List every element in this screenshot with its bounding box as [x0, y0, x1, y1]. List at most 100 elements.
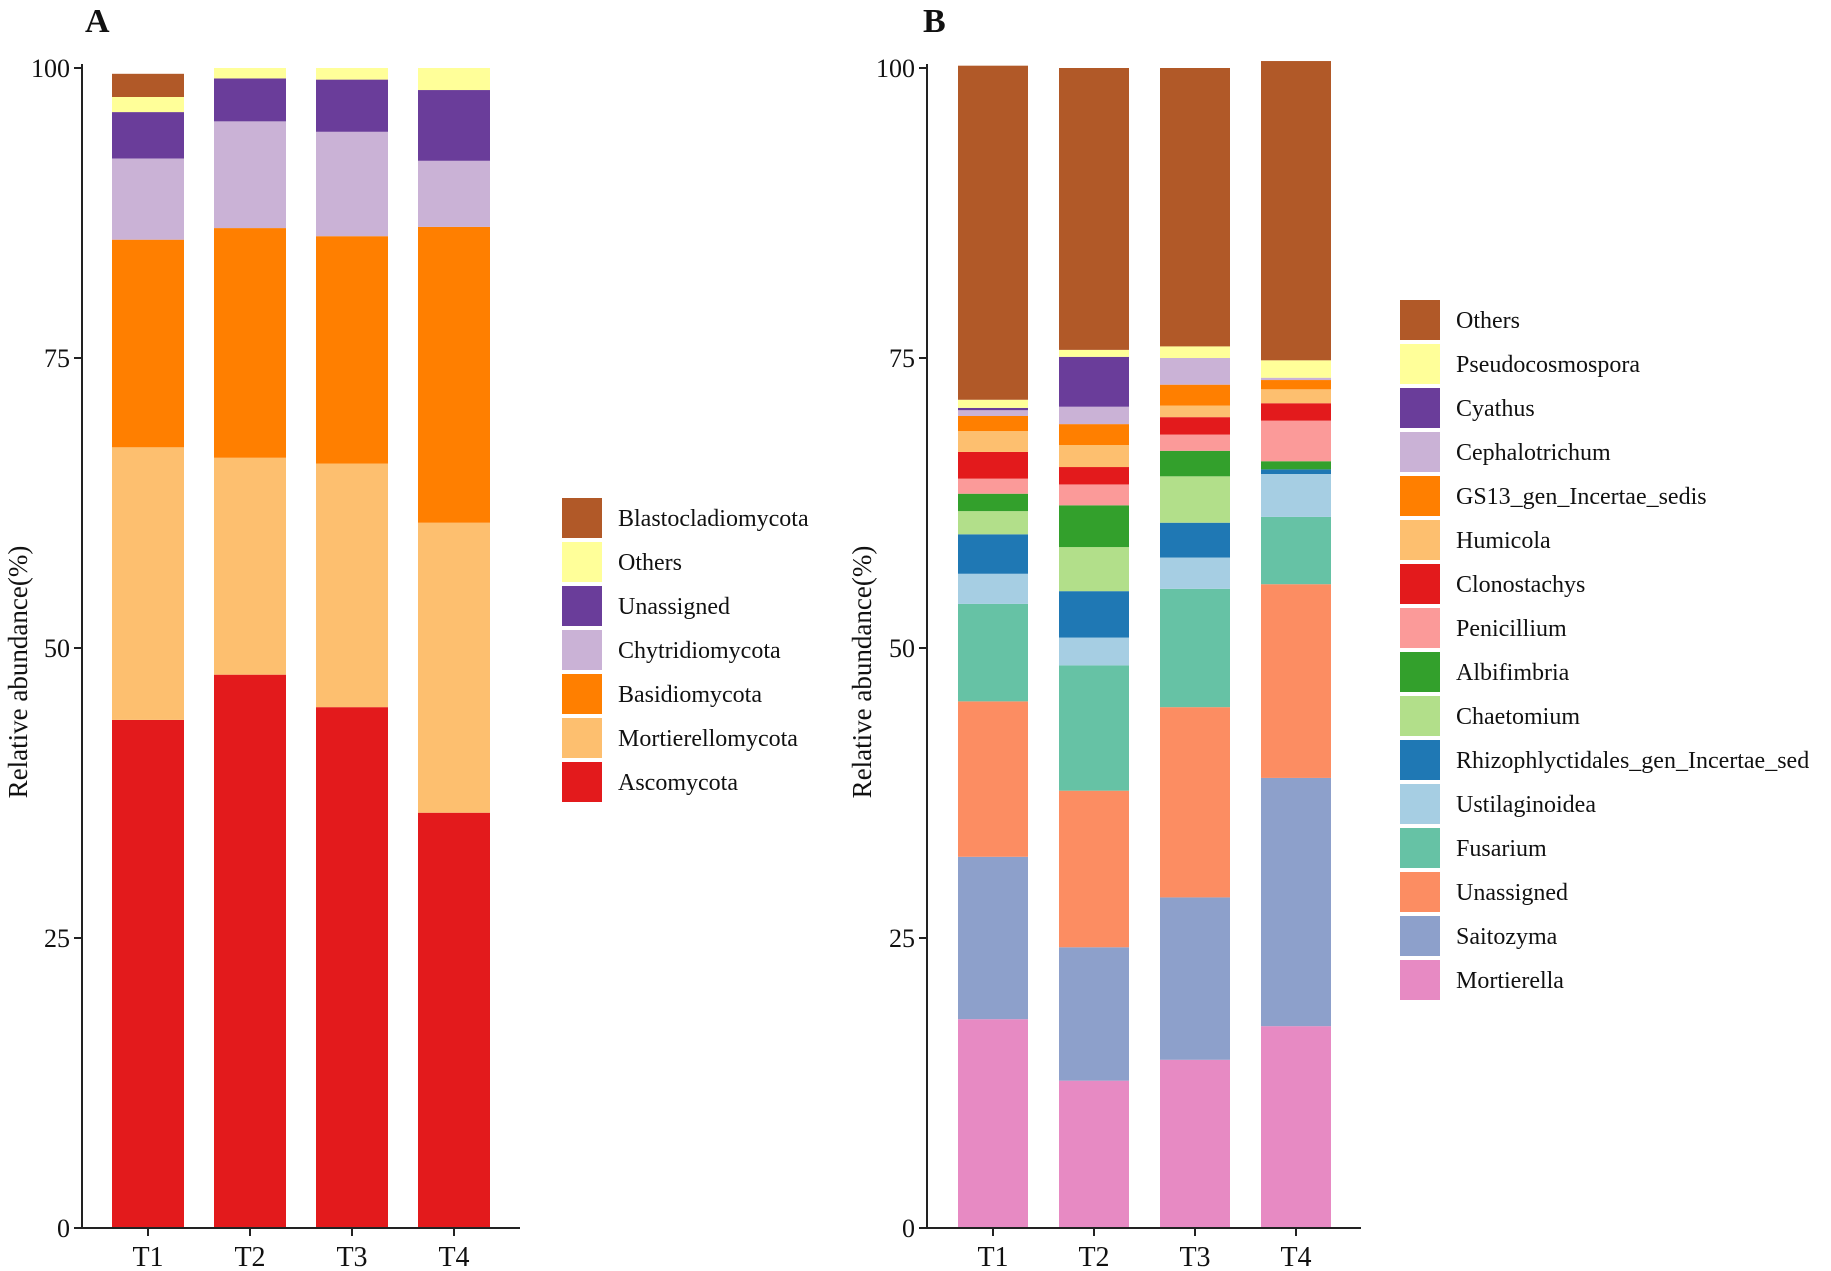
panel-b-bar-t4-cephalotrichum — [1261, 377, 1331, 381]
panel-a-bar-t3-basidiomycota — [316, 236, 388, 464]
panel-b-bar-t2-chaetomium — [1059, 547, 1129, 592]
panel-a-y-tick-label-75: 75 — [44, 344, 70, 373]
panel-b-bars — [958, 61, 1331, 1228]
panel-b-bar-t4-ustilaginoidea — [1261, 474, 1331, 517]
panel-b-legend-swatch-others — [1400, 300, 1440, 340]
panel-a-legend-swatch-unassigned — [562, 586, 602, 626]
panel-b-legend-swatch-pseudocosmospora — [1400, 344, 1440, 384]
panel-b-legend-swatch-gs13-gen-incertae-sedis — [1400, 476, 1440, 516]
panel-b-legend-label-saitozyma: Saitozyma — [1456, 924, 1558, 950]
panel-b-label: B — [923, 3, 946, 40]
panel-b-bar-t4-albifimbria — [1261, 461, 1331, 470]
panel-b-bar-t4-others — [1261, 61, 1331, 361]
panel-a-label: A — [85, 3, 110, 40]
panel-b-legend-swatch-ustilaginoidea — [1400, 784, 1440, 824]
panel-b-bar-t1-gs13-gen-incertae-sedis — [958, 416, 1028, 432]
panel-b-bar-t2-humicola — [1059, 445, 1129, 468]
panel-b-bar-t3-rhizophlyctidales-gen-incertae-sed — [1160, 522, 1230, 558]
panel-b-legend-label-fusarium: Fusarium — [1456, 836, 1547, 862]
panel-a-x-tick-label-t2: T2 — [234, 1242, 265, 1271]
panel-b-bar-t1-cephalotrichum — [958, 410, 1028, 416]
panel-a-bar-t3-unassigned — [316, 79, 388, 132]
panel-b-y-axis-title: Relative abundance(%) — [847, 546, 877, 799]
panel-a-bar-t2-basidiomycota — [214, 228, 286, 458]
panel-a-legend-label-blastocladiomycota: Blastocladiomycota — [618, 506, 809, 532]
panel-b-y-tick-label-25: 25 — [889, 924, 915, 953]
panel-b-legend-swatch-mortierella — [1400, 960, 1440, 1000]
panel-a-bar-t4-mortierellomycota — [418, 522, 490, 813]
panel-b-bar-t4-fusarium — [1261, 516, 1331, 585]
panel-b-bar-t3-mortierella — [1160, 1059, 1230, 1228]
panel-b-bar-t2-cephalotrichum — [1059, 406, 1129, 425]
panel-a-bar-t3-chytridiomycota — [316, 131, 388, 237]
panel-a-bar-t4-basidiomycota — [418, 226, 490, 523]
panel-a-y-tick-label-25: 25 — [44, 924, 70, 953]
panel-b-legend-swatch-penicillium — [1400, 608, 1440, 648]
panel-b-bar-t2-cyathus — [1059, 356, 1129, 407]
panel-b-legend-label-gs13-gen-incertae-sedis: GS13_gen_Incertae_sedis — [1456, 484, 1707, 510]
panel-b-y-tick-label-0: 0 — [902, 1214, 915, 1243]
panel-b-bar-t1-albifimbria — [958, 493, 1028, 512]
panel-b-legend-label-clonostachys: Clonostachys — [1456, 572, 1585, 598]
panel-a-bar-t1-basidiomycota — [112, 239, 184, 448]
panel-b-legend-label-unassigned: Unassigned — [1456, 880, 1568, 906]
panel-a-legend-label-unassigned: Unassigned — [618, 594, 730, 620]
panel-b: B T1 T2 T3 T4 0 25 50 75 100 Relative abundance(… — [847, 3, 1809, 1271]
panel-b-bar-t1-others — [958, 65, 1028, 400]
panel-b-bar-t2-albifimbria — [1059, 505, 1129, 548]
panel-b-bar-t3-chaetomium — [1160, 476, 1230, 523]
panel-b-bar-t2-penicillium — [1059, 484, 1129, 506]
panel-b-bar-t2-pseudocosmospora — [1059, 349, 1129, 357]
panel-a-bars — [112, 68, 490, 1228]
panel-b-legend-label-humicola: Humicola — [1456, 528, 1551, 554]
panel-b-legend-label-cephalotrichum: Cephalotrichum — [1456, 440, 1611, 466]
panel-a-bar-t2-mortierellomycota — [214, 457, 286, 675]
panel-b-bar-t3-humicola — [1160, 405, 1230, 418]
panel-a-bar-t3-others — [316, 68, 388, 80]
panel-a-legend-swatch-mortierellomycota — [562, 718, 602, 758]
panel-b-bar-t4-unassigned — [1261, 584, 1331, 778]
panel-b-x-tick-label-t1: T1 — [977, 1242, 1008, 1271]
panel-b-bar-t1-unassigned — [958, 701, 1028, 857]
panel-b-bar-t4-mortierella — [1261, 1026, 1331, 1228]
panel-a-bar-t1-ascomycota — [112, 719, 184, 1228]
panel-b-x-tick-label-t2: T2 — [1078, 1242, 1109, 1271]
panel-b-legend-label-albifimbria: Albifimbria — [1456, 660, 1570, 686]
panel-a-bar-t1-mortierellomycota — [112, 447, 184, 720]
panel-b-bar-t3-albifimbria — [1160, 450, 1230, 477]
panel-a-bar-t4-ascomycota — [418, 812, 490, 1228]
panel-b-bar-t4-rhizophlyctidales-gen-incertae-sed — [1261, 469, 1331, 474]
panel-b-legend-swatch-fusarium — [1400, 828, 1440, 868]
panel-b-legend-label-pseudocosmospora: Pseudocosmospora — [1456, 352, 1640, 378]
panel-a-y-axis-title: Relative abundance(%) — [3, 546, 33, 799]
panel-b-legend-swatch-cyathus — [1400, 388, 1440, 428]
panel-b-legend-label-cyathus: Cyathus — [1456, 396, 1535, 422]
panel-b-legend-label-rhizophlyctidales-gen-incertae-sed: Rhizophlyctidales_gen_Incertae_sed — [1456, 748, 1809, 774]
panel-b-bar-t1-clonostachys — [958, 451, 1028, 479]
panel-b-bar-t3-cephalotrichum — [1160, 358, 1230, 385]
panel-b-bar-t3-others — [1160, 68, 1230, 347]
panel-b-bar-t1-fusarium — [958, 603, 1028, 702]
panel-a-legend-label-ascomycota: Ascomycota — [618, 770, 738, 796]
panel-a: A T1 T2 T3 T4 0 25 50 75 100 Relative abundance(… — [3, 3, 809, 1271]
panel-b-legend-label-ustilaginoidea: Ustilaginoidea — [1456, 792, 1596, 818]
panel-a-legend-swatch-others — [562, 542, 602, 582]
panel-a-y-tick-label-100: 100 — [31, 54, 70, 83]
panel-a-axes: T1 T2 T3 T4 0 25 50 75 100 — [31, 54, 520, 1271]
panel-b-legend-label-others: Others — [1456, 308, 1520, 334]
panel-b-bar-t2-rhizophlyctidales-gen-incertae-sed — [1059, 591, 1129, 638]
panel-a-bar-t1-unassigned — [112, 112, 184, 159]
panel-b-bar-t3-saitozyma — [1160, 897, 1230, 1060]
panel-b-legend-swatch-unassigned — [1400, 872, 1440, 912]
panel-b-bar-t1-saitozyma — [958, 856, 1028, 1020]
panel-b-bar-t3-ustilaginoidea — [1160, 557, 1230, 589]
panel-b-legend-swatch-rhizophlyctidales-gen-incertae-sed — [1400, 740, 1440, 780]
panel-b-bar-t2-others — [1059, 68, 1129, 350]
panel-a-legend-swatch-chytridiomycota — [562, 630, 602, 670]
panel-b-bar-t4-penicillium — [1261, 420, 1331, 462]
panel-b-bar-t1-pseudocosmospora — [958, 399, 1028, 408]
panel-b-axes: T1 T2 T3 T4 0 25 50 75 100 — [876, 54, 1361, 1271]
panel-b-bar-t2-gs13-gen-incertae-sedis — [1059, 424, 1129, 445]
panel-b-legend: Others Pseudocosmospora Cyathus Cephalotric… — [1400, 300, 1809, 1000]
panel-b-bar-t3-clonostachys — [1160, 417, 1230, 435]
